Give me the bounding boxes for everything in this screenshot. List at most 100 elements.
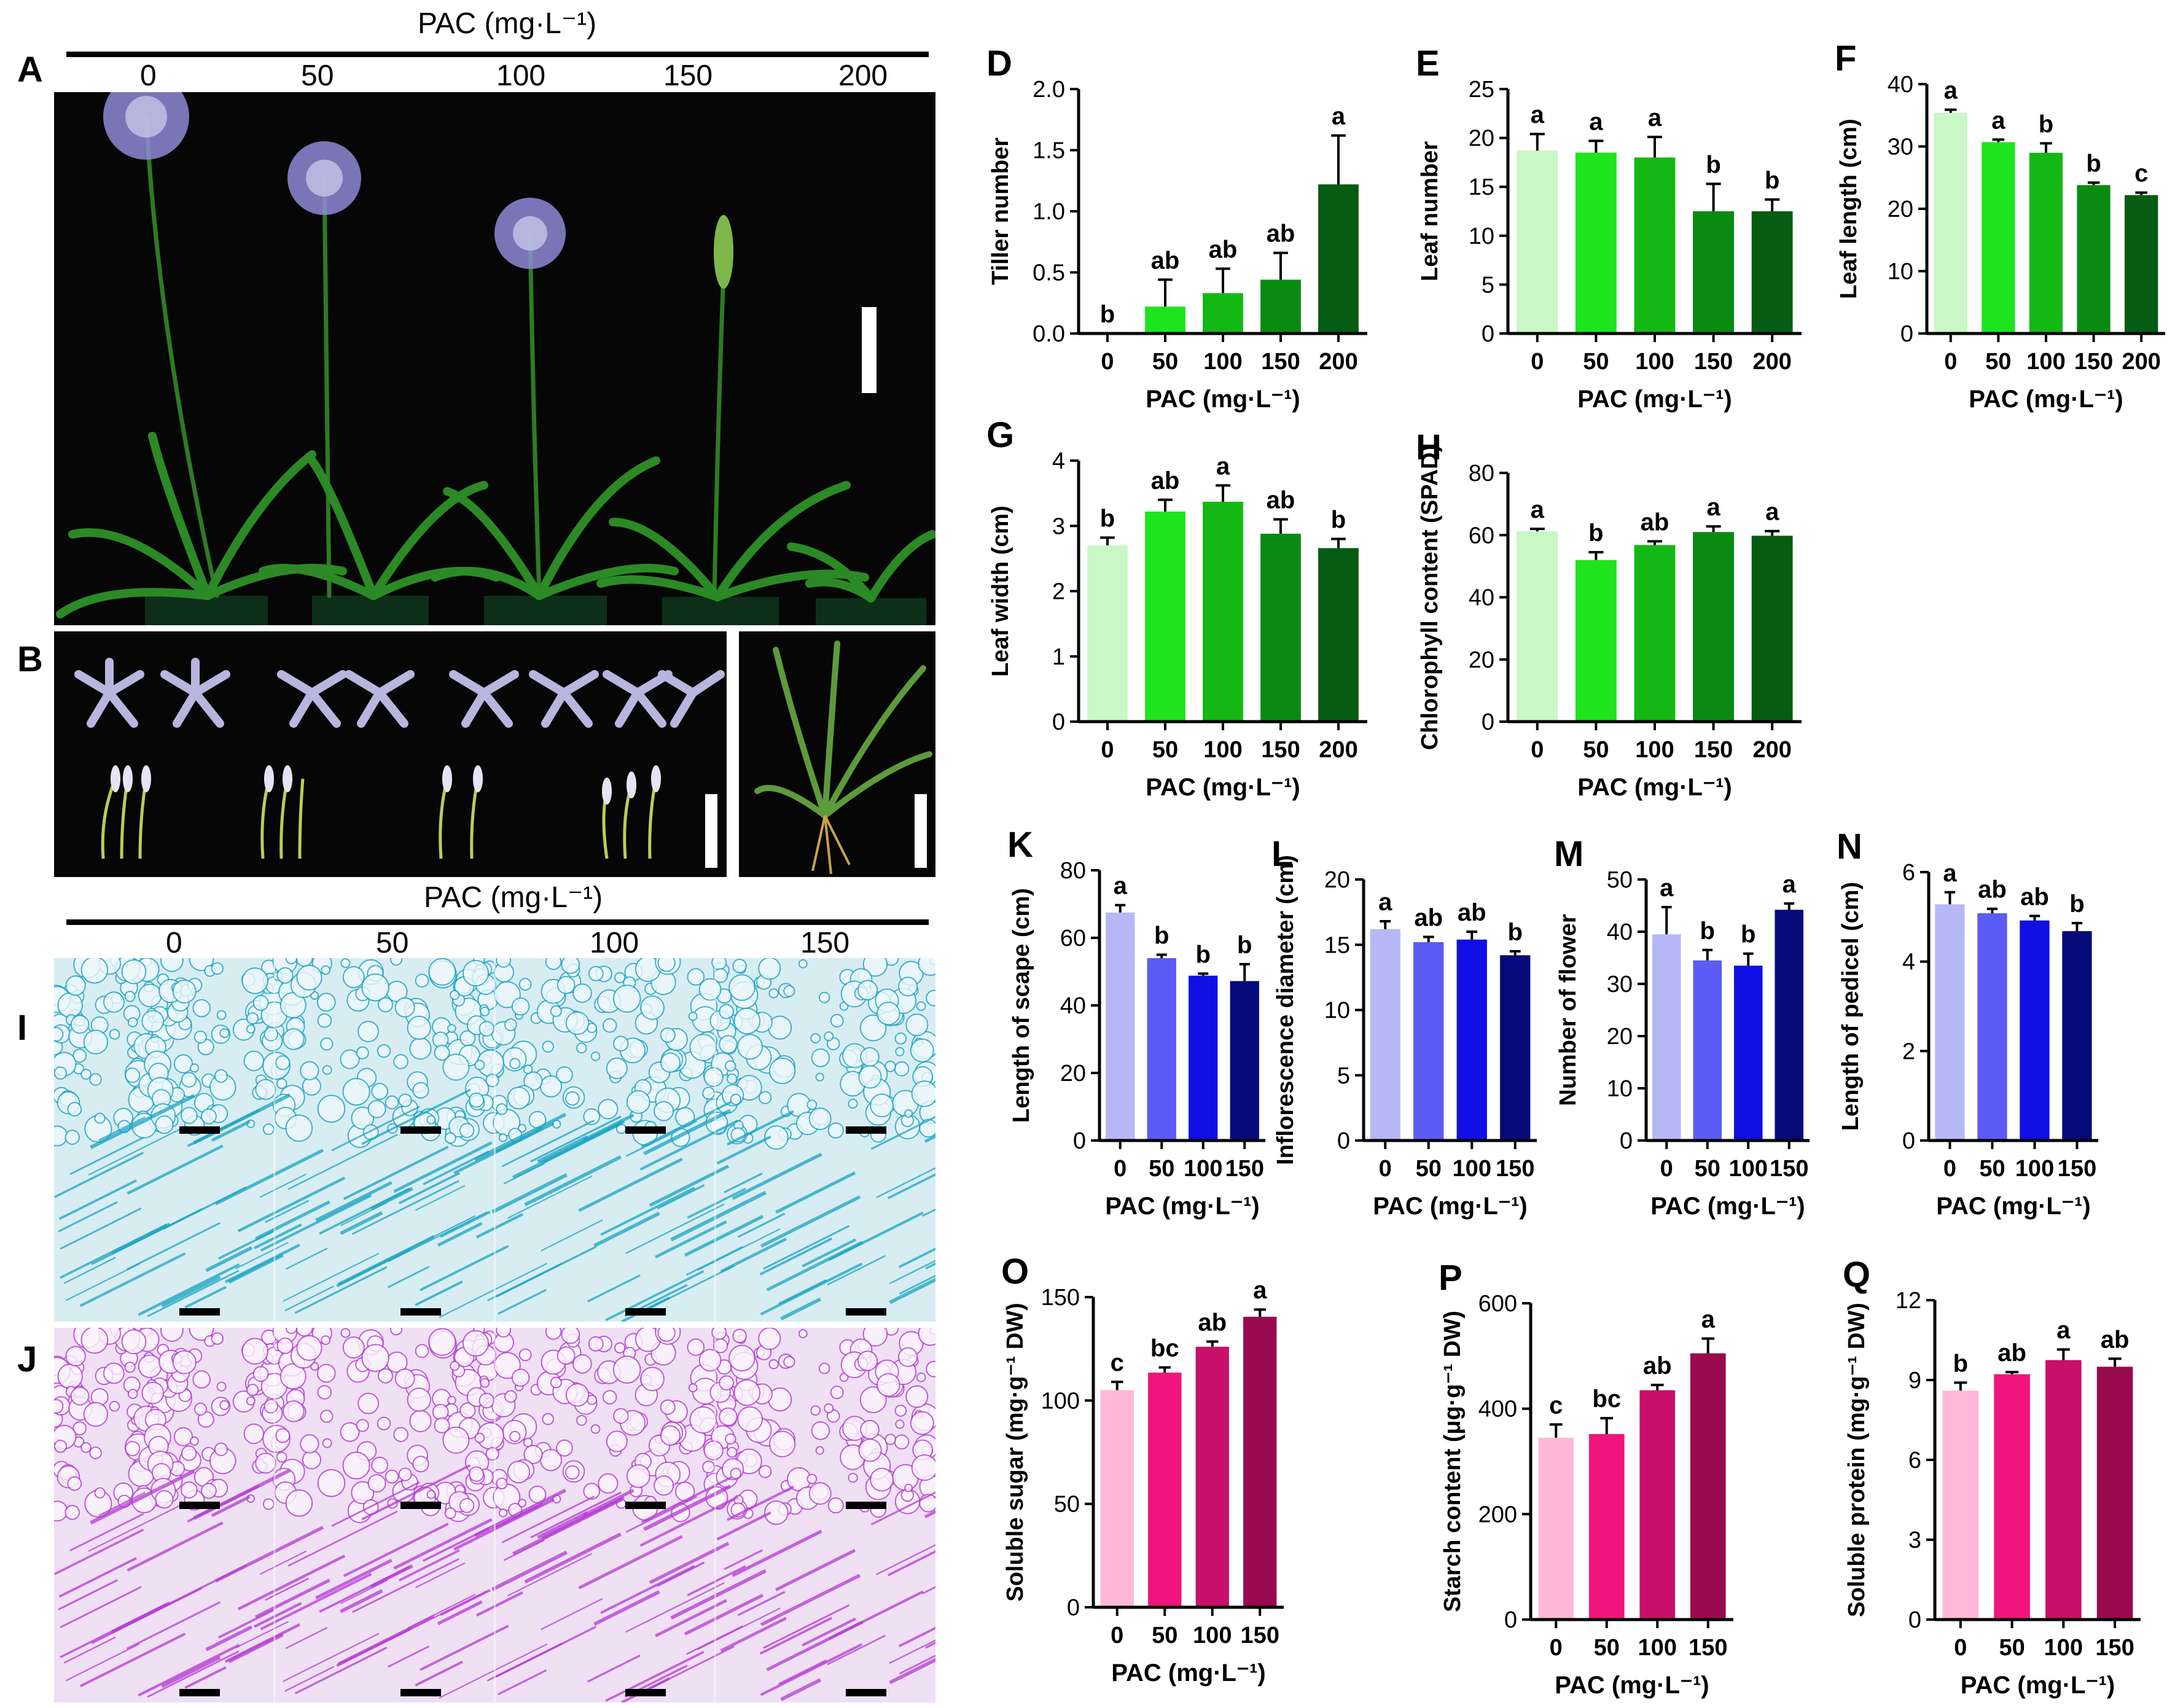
y-tick-label: 0: [1902, 1128, 1915, 1154]
tiller-illustration: [754, 641, 932, 875]
x-tick-label: 0: [1114, 1156, 1127, 1182]
x-tick-label: 100: [2044, 1635, 2083, 1661]
bar: [1145, 306, 1185, 333]
bar: [1935, 904, 1965, 1141]
significance-letter: a: [1943, 860, 1957, 887]
significance-letter: a: [1378, 889, 1392, 916]
x-tick-label: 200: [1752, 349, 1791, 375]
significance-letter: ab: [1641, 509, 1669, 536]
significance-letter: a: [1991, 107, 2005, 134]
y-axis-label: Length of pedicel (cm): [1838, 882, 1864, 1131]
bar: [1751, 536, 1793, 722]
panel-label: N: [1837, 827, 1862, 867]
y-tick-label: 10: [1324, 998, 1350, 1024]
significance-letter: ab: [1198, 1309, 1227, 1336]
bar: [1575, 560, 1617, 722]
y-tick-label: 40: [1888, 72, 1913, 98]
y-tick-label: 10: [1607, 1076, 1633, 1102]
plant-illustration: [56, 92, 935, 625]
significance-letter: ab: [1414, 905, 1443, 932]
y-tick-label: 0: [1908, 1607, 1921, 1633]
x-tick-label: 150: [1261, 349, 1300, 375]
x-tick-label: 100: [2026, 349, 2065, 375]
x-tick-label: 0: [1111, 1623, 1123, 1648]
scale-bar: [400, 1126, 441, 1134]
chart-d: Db 0 ab 50 ab 100 ab 150 a 200 0.0 0.5 1.0 1.5 2.0 PAC …: [986, 44, 1367, 413]
stain-micrograph-i: [54, 958, 935, 1322]
y-tick-label: 60: [1060, 926, 1086, 951]
bar: [1100, 1390, 1134, 1607]
x-tick-label: 150: [1689, 1635, 1727, 1661]
bar: [1148, 1372, 1182, 1607]
micrograph-texture: [54, 958, 935, 1322]
header-a-rule: [66, 52, 929, 57]
header-ij-dose: 100: [590, 927, 639, 959]
y-tick-label: 20: [1888, 197, 1913, 222]
x-tick-label: 0: [1943, 1156, 1956, 1182]
bar: [1370, 929, 1400, 1141]
chart-p: Pc 0 bc 50 ab 100 a 150 0 200 400 600 PAC (mg·L⁻¹) St…: [1439, 1258, 1733, 1699]
scale-bar: [846, 1502, 886, 1509]
header-a-dose: 100: [496, 60, 546, 92]
y-tick-label: 12: [1896, 1288, 1921, 1314]
x-tick-label: 150: [2058, 1156, 2096, 1182]
panel-label-j: J: [17, 1339, 37, 1379]
panel-label: L: [1271, 834, 1293, 874]
y-tick-label: 0: [1900, 321, 1913, 347]
significance-letter: b: [1237, 932, 1252, 959]
x-tick-label: 0: [1944, 349, 1957, 375]
scale-bar: [400, 1308, 441, 1316]
scale-bar: [400, 1502, 441, 1509]
panel-label: O: [1001, 1252, 1029, 1292]
bar: [1318, 548, 1359, 722]
y-tick-label: 0: [1482, 709, 1494, 735]
y-tick-label: 20: [1469, 647, 1494, 673]
flower-illustration: [74, 658, 725, 868]
x-tick-label: 150: [2095, 1635, 2134, 1661]
header-a-dose: 50: [301, 60, 334, 92]
significance-letter: b: [1765, 167, 1779, 194]
significance-letter: b: [1588, 520, 1603, 547]
bar: [1751, 211, 1793, 333]
bar: [1243, 1317, 1277, 1607]
y-tick-label: 3: [1052, 513, 1065, 539]
scale-bar: [846, 1689, 886, 1696]
significance-letter: a: [1531, 101, 1545, 128]
x-tick-label: 150: [1261, 737, 1300, 763]
y-tick-label: 1: [1052, 644, 1065, 670]
panel-label-i: I: [17, 1008, 28, 1048]
header-ij-dose: 0: [166, 927, 182, 959]
x-axis-label: PAC (mg·L⁻¹): [1936, 1193, 2090, 1220]
panel-label: P: [1439, 1258, 1462, 1298]
flower-photo: [54, 631, 727, 877]
x-tick-label: 100: [1635, 349, 1674, 375]
chart-e: Ea 0 a 50 a 100 b 150 b 200 0 5 10 15 20 25 PAC (mg·L⁻¹)…: [1416, 44, 1802, 413]
y-axis-label: Soluble sugar (mg·g⁻¹ DW): [1002, 1303, 1028, 1602]
bar: [1994, 1374, 2030, 1620]
panel-label: Q: [1843, 1255, 1870, 1295]
y-tick-label: 150: [1041, 1285, 1080, 1311]
y-axis-label: Leaf length (cm): [1836, 119, 1862, 298]
bar: [1147, 958, 1176, 1141]
significance-letter: a: [1648, 104, 1662, 131]
bar: [1942, 1390, 1979, 1620]
bar: [1693, 532, 1734, 722]
significance-letter: a: [2056, 1317, 2071, 1344]
x-axis-label: PAC (mg·L⁻¹): [1577, 386, 1732, 413]
y-tick-label: 40: [1607, 919, 1633, 945]
y-tick-label: 20: [1324, 867, 1350, 893]
x-axis-label: PAC (mg·L⁻¹): [1650, 1193, 1805, 1220]
x-tick-label: 100: [1453, 1156, 1491, 1182]
x-tick-label: 150: [1694, 737, 1733, 763]
bar: [2125, 195, 2158, 333]
y-tick-label: 10: [1469, 224, 1494, 249]
significance-letter: a: [1765, 499, 1779, 526]
stain-micrograph-j: [54, 1328, 935, 1702]
y-tick-label: 25: [1469, 77, 1494, 103]
bar: [1106, 912, 1135, 1141]
y-tick-label: 0: [1073, 1128, 1086, 1154]
y-axis-label: Soluble protein (mg·g⁻¹ DW): [1844, 1303, 1870, 1617]
bar: [1230, 981, 1259, 1141]
y-tick-label: 50: [1607, 867, 1633, 893]
